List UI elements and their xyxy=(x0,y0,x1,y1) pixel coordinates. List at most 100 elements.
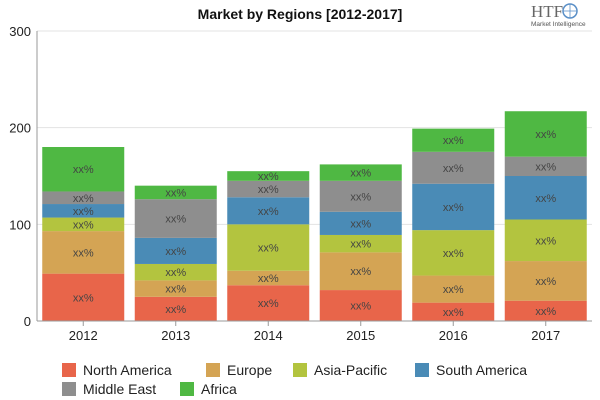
segment-label: xx% xyxy=(443,248,464,260)
bar-segment xyxy=(319,211,402,235)
bars: xx% xx% xx% xx% xx% xx% xx% xx% xx% xx% xx% xx% xx% x… xyxy=(42,111,587,321)
htf-logo: HTF Market Intelligence xyxy=(531,2,586,28)
segment-label: xx% xyxy=(165,246,186,258)
segment-label: xx% xyxy=(350,191,371,203)
segment-label: xx% xyxy=(535,193,556,205)
bar-segment xyxy=(42,231,125,274)
bar-segment xyxy=(504,261,587,301)
segment-label: xx% xyxy=(350,301,371,313)
bar-segment xyxy=(134,263,217,281)
bar-segment xyxy=(504,219,587,262)
bar-segment xyxy=(504,176,587,220)
segment-label: xx% xyxy=(258,273,279,285)
bar-segment xyxy=(412,128,495,152)
bar-segment xyxy=(134,199,217,238)
chart-title: Market by Regions [2012-2017] xyxy=(198,6,403,22)
bar-segment xyxy=(319,290,402,321)
x-tick-label: 2014 xyxy=(254,328,283,343)
x-tick-label: 2012 xyxy=(69,328,98,343)
legend-label: Europe xyxy=(227,362,272,378)
legend-swatch xyxy=(415,363,429,377)
y-tick-label: 300 xyxy=(9,24,31,39)
segment-label: xx% xyxy=(258,184,279,196)
bar-segment xyxy=(412,151,495,184)
bar-segment xyxy=(412,275,495,303)
x-tick-label: 2017 xyxy=(531,328,560,343)
legend-swatch xyxy=(62,382,76,396)
legend: North America Europe Asia-Pacific South Ame… xyxy=(62,362,527,397)
bar-segment xyxy=(134,280,217,297)
x-axis: 2012 2013 2014 2015 2016 2017 xyxy=(37,320,592,343)
segment-label: xx% xyxy=(535,129,556,141)
segment-label: xx% xyxy=(73,292,94,304)
legend-label: North America xyxy=(83,362,172,378)
segment-label: xx% xyxy=(165,304,186,316)
bar-segment xyxy=(227,285,310,321)
legend-label: South America xyxy=(436,362,527,378)
segment-label: xx% xyxy=(535,276,556,288)
segment-label: xx% xyxy=(258,171,279,183)
bar-segment xyxy=(42,217,125,232)
legend-label: Middle East xyxy=(83,381,156,397)
bar-segment xyxy=(42,147,125,192)
y-axis: 0 100 200 300 xyxy=(9,24,38,329)
segment-label: xx% xyxy=(73,219,94,231)
segment-label: xx% xyxy=(535,235,556,247)
logo-text: HTF xyxy=(531,2,563,21)
bar-segment xyxy=(42,204,125,218)
bar-segment xyxy=(134,296,217,321)
segment-label: xx% xyxy=(443,135,464,147)
bar-segment xyxy=(227,270,310,286)
segment-label: xx% xyxy=(73,193,94,205)
bar-segment xyxy=(412,230,495,276)
segment-label: xx% xyxy=(535,161,556,173)
segment-label: xx% xyxy=(350,239,371,251)
bar-segment xyxy=(42,191,125,205)
legend-swatch xyxy=(180,382,194,396)
legend-swatch xyxy=(293,363,307,377)
segment-label: xx% xyxy=(73,247,94,259)
segment-label: xx% xyxy=(165,187,186,199)
y-tick-label: 0 xyxy=(24,314,31,329)
segment-label: xx% xyxy=(258,298,279,310)
segment-label: xx% xyxy=(73,206,94,218)
bar-segment xyxy=(504,300,587,321)
segment-label: xx% xyxy=(73,164,94,176)
segment-label: xx% xyxy=(258,243,279,255)
legend-label: Africa xyxy=(201,381,237,397)
bar-segment xyxy=(319,252,402,291)
logo-subtext: Market Intelligence xyxy=(531,21,586,28)
bar-segment xyxy=(504,111,587,157)
segment-label: xx% xyxy=(258,206,279,218)
bar-segment xyxy=(412,183,495,231)
x-tick-label: 2015 xyxy=(346,328,375,343)
globe-grid-icon xyxy=(563,4,577,18)
segment-label: xx% xyxy=(443,307,464,319)
segment-label: xx% xyxy=(165,214,186,226)
bar-segment xyxy=(227,224,310,271)
segment-label: xx% xyxy=(350,168,371,180)
bar-segment xyxy=(227,197,310,225)
bar-segment xyxy=(134,185,217,200)
bar-segment xyxy=(319,234,402,253)
segment-label: xx% xyxy=(535,306,556,318)
x-tick-label: 2013 xyxy=(161,328,190,343)
segment-label: xx% xyxy=(350,218,371,230)
segment-label: xx% xyxy=(443,284,464,296)
bar-segment xyxy=(227,180,310,198)
bar-segment xyxy=(42,273,125,321)
legend-swatch xyxy=(206,363,220,377)
segment-label: xx% xyxy=(443,163,464,175)
segment-label: xx% xyxy=(165,267,186,279)
x-tick-label: 2016 xyxy=(439,328,468,343)
y-tick-label: 100 xyxy=(9,217,31,232)
legend-swatch xyxy=(62,363,76,377)
bar-segment xyxy=(227,171,310,181)
legend-label: Asia-Pacific xyxy=(314,362,387,378)
segment-label: xx% xyxy=(443,202,464,214)
y-tick-label: 200 xyxy=(9,121,31,136)
segment-label: xx% xyxy=(165,284,186,296)
bar-segment xyxy=(412,302,495,321)
segment-label: xx% xyxy=(350,266,371,278)
